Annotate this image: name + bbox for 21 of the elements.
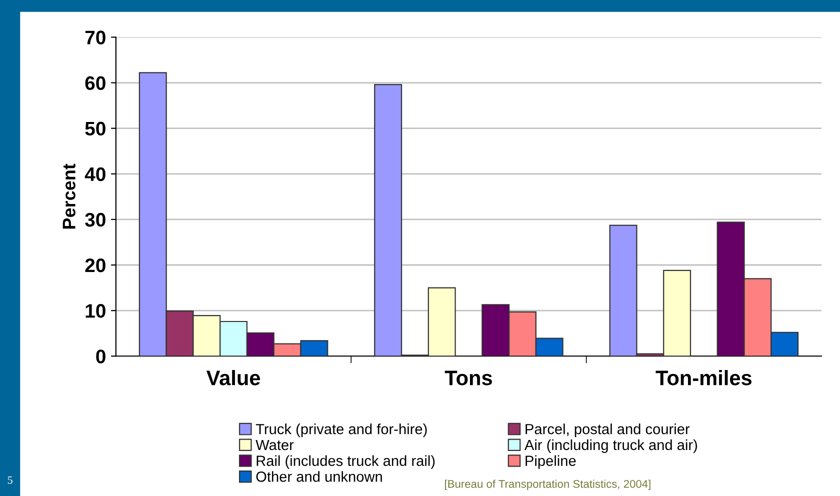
x-tick-label: Value: [206, 370, 260, 386]
y-tick-label: 60: [85, 76, 106, 90]
x-tick-label: Tons: [444, 370, 492, 386]
legend-label: Other and unknown: [256, 471, 382, 482]
x-tick-label: Ton-miles: [656, 370, 752, 386]
legend-label: Air (including truck and air): [524, 439, 698, 453]
y-tick-label: 10: [86, 304, 106, 318]
legend-label: Rail (includes truck and rail): [256, 455, 435, 469]
y-tick-label: 0: [96, 350, 106, 364]
text: [Bureau of Transportation Statistics, 2004]: [445, 480, 650, 490]
y-tick-label: 50: [85, 122, 106, 136]
legend-label: Truck (private and for-hire): [256, 424, 427, 438]
y-tick-label: 40: [84, 167, 106, 182]
legend-label: Parcel, postal and courier: [526, 424, 690, 438]
legend-label: Pipeline: [526, 455, 576, 469]
y-tick-label: 20: [85, 258, 106, 272]
y-axis-title: Percent: [62, 164, 76, 229]
legend-label: Water: [256, 440, 294, 450]
y-tick-label: 70: [85, 30, 106, 44]
text: 5: [8, 476, 12, 484]
y-tick-label: 30: [85, 212, 106, 227]
